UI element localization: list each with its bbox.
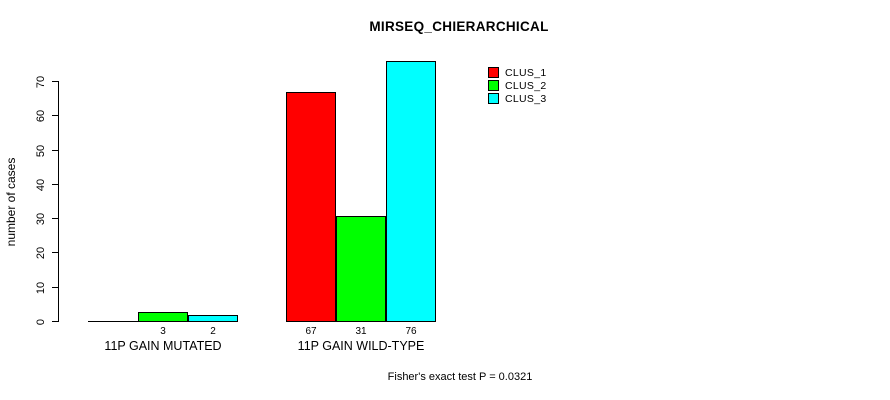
legend: CLUS_1 CLUS_2 CLUS_3 [488, 66, 547, 105]
bar-value-label: 2 [210, 326, 216, 337]
y-tick-label: 10 [35, 281, 47, 295]
legend-color-swatch-clus_1 [488, 67, 499, 78]
chart-title: MIRSEQ_CHIERARCHICAL [369, 19, 549, 34]
y-tick [52, 321, 58, 322]
bar-value-label: 67 [305, 326, 317, 337]
y-tick-label: 40 [35, 178, 47, 192]
y-tick-label: 70 [35, 75, 47, 89]
y-tick-label: 60 [35, 109, 47, 123]
y-tick [52, 150, 58, 151]
legend-color-swatch-clus_3 [488, 93, 499, 104]
y-tick [52, 252, 58, 253]
bar-clus_1-group2 [286, 92, 336, 322]
y-tick-label: 0 [35, 318, 47, 326]
bar-value-label: 76 [405, 326, 417, 337]
y-tick [52, 115, 58, 116]
y-tick [52, 218, 58, 219]
legend-item-label: CLUS_3 [505, 92, 547, 105]
bar-clus_3-group1 [188, 315, 238, 322]
y-tick-label: 50 [35, 144, 47, 158]
bar-value-label: 31 [355, 326, 367, 337]
y-tick-label: 20 [35, 246, 47, 260]
bar-value-label: 3 [160, 326, 166, 337]
bar-clus_1-zero [88, 321, 138, 322]
bar-clus_2-group1 [138, 312, 188, 322]
bar-clus_2-group2 [336, 216, 386, 322]
legend-color-swatch-clus_2 [488, 80, 499, 91]
legend-item-label: CLUS_2 [505, 79, 547, 92]
y-axis-title: number of cases [4, 157, 18, 247]
legend-item: CLUS_3 [488, 92, 547, 105]
legend-item-label: CLUS_1 [505, 66, 547, 79]
bar-clus_3-group2 [386, 61, 436, 322]
legend-item: CLUS_2 [488, 79, 547, 92]
y-tick-label: 30 [35, 212, 47, 226]
y-tick [52, 81, 58, 82]
legend-item: CLUS_1 [488, 66, 547, 79]
y-tick [52, 287, 58, 288]
x-category-label: 11P GAIN WILD-TYPE [297, 339, 425, 353]
x-category-label: 11P GAIN MUTATED [104, 339, 222, 353]
y-axis-line [58, 81, 59, 322]
y-tick [52, 184, 58, 185]
fisher-test-annotation: Fisher's exact test P = 0.0321 [387, 371, 533, 383]
